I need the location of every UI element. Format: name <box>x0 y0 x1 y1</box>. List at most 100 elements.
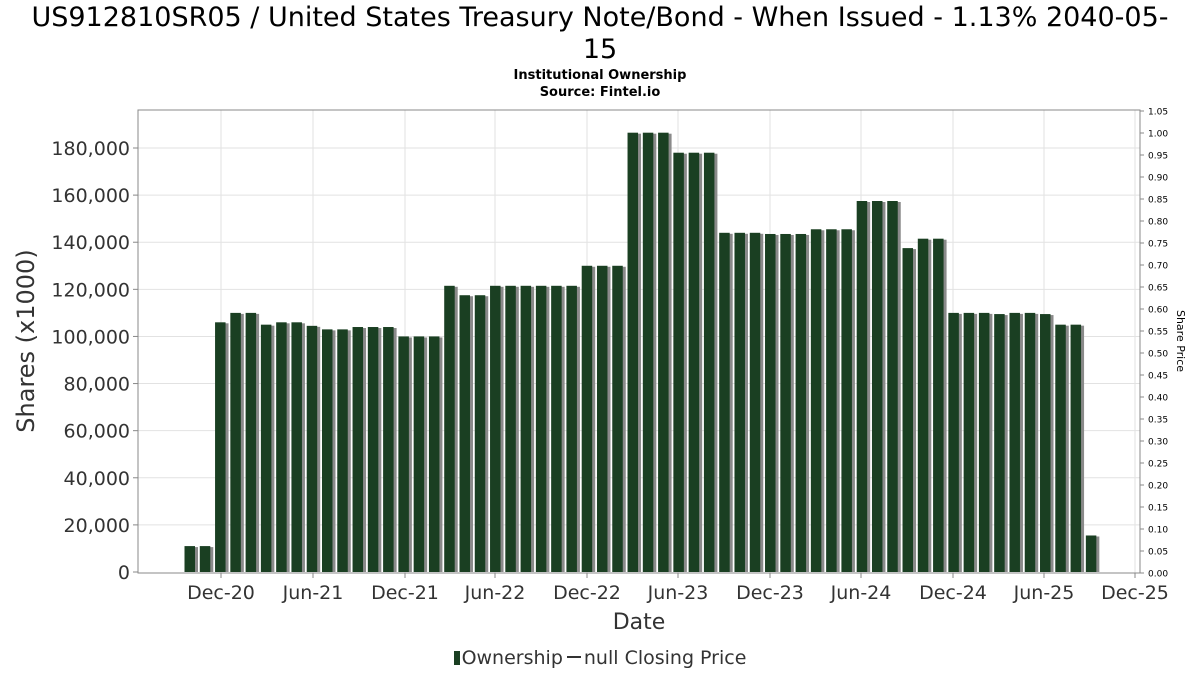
y2-tick-label: 0.95 <box>1148 152 1168 162</box>
y-tick-label: 120,000 <box>51 279 130 301</box>
bar <box>1024 312 1039 572</box>
y2-tick-label: 0.60 <box>1148 306 1168 316</box>
bar <box>535 285 550 572</box>
bar-fill <box>581 265 593 572</box>
bar-fill <box>337 329 348 572</box>
chart-title-line-2: 15 <box>582 34 618 65</box>
y2-tick-label: 0.05 <box>1148 548 1168 558</box>
bar-fill <box>596 265 608 572</box>
bar-fill <box>1085 535 1097 572</box>
x-tick-label: Jun-22 <box>464 582 526 604</box>
bar-fill <box>871 201 883 572</box>
x-tick-label: Jun-23 <box>647 582 709 604</box>
bar <box>1070 324 1085 572</box>
y2-tick-label: 0.55 <box>1148 328 1168 338</box>
bar <box>887 201 901 572</box>
bar <box>703 152 718 572</box>
bar-fill <box>810 229 822 572</box>
y2-tick-label: 0.40 <box>1148 394 1168 404</box>
y-tick-label: 80,000 <box>64 374 130 396</box>
bar <box>856 201 871 572</box>
chart-title-line-1: US912810SR05 / United States Treasury No… <box>31 2 1169 33</box>
bar-fill <box>535 285 547 572</box>
x-tick-label: Dec-20 <box>187 582 255 604</box>
bar-fill <box>1024 312 1036 572</box>
chart-title: US912810SR05 / United States Treasury No… <box>0 2 1200 66</box>
bar-fill <box>963 312 975 572</box>
bar <box>612 265 626 572</box>
y2-tick-label: 0.65 <box>1148 284 1168 294</box>
bar-fill <box>887 201 898 572</box>
bar <box>765 233 779 572</box>
bar-fill <box>383 327 394 572</box>
bar <box>642 132 657 572</box>
bar-fill <box>1055 324 1066 572</box>
bar <box>581 265 596 572</box>
bar-fill <box>780 233 791 572</box>
bar <box>321 329 336 572</box>
bar-fill <box>505 285 516 572</box>
bar-fill <box>1070 324 1082 572</box>
bar <box>444 285 458 572</box>
bar-fill <box>856 201 868 572</box>
bar-fill <box>230 312 241 572</box>
bar-fill <box>291 322 302 572</box>
y2-tick-label: 0.15 <box>1148 504 1168 514</box>
y-tick-label: 40,000 <box>64 468 130 490</box>
y2-tick-label: 1.05 <box>1148 108 1168 118</box>
bar <box>184 546 198 572</box>
bar <box>520 285 535 572</box>
x-tick-label: Dec-22 <box>553 582 621 604</box>
bar-fill <box>612 265 623 572</box>
x-tick-label: Jun-25 <box>1013 582 1075 604</box>
bar-fill <box>520 285 532 572</box>
bar <box>352 327 367 572</box>
bar <box>933 238 947 572</box>
bar <box>978 312 993 572</box>
y2-tick-label: 0.90 <box>1148 174 1168 184</box>
bar <box>428 336 443 572</box>
bar <box>627 132 642 572</box>
y-axis-label: Shares (x1000) <box>12 249 40 432</box>
bar-fill <box>642 132 654 572</box>
bar <box>490 285 504 572</box>
y-tick-label: 160,000 <box>51 185 130 207</box>
chart-subtitle: Institutional Ownership <box>513 68 687 83</box>
bar <box>871 201 886 572</box>
bar-fill <box>321 329 333 572</box>
bar <box>841 229 855 572</box>
bar <box>810 229 825 572</box>
y-tick-label: 140,000 <box>51 232 130 254</box>
bar-fill <box>673 152 684 572</box>
y-tick-label: 0 <box>118 562 130 584</box>
y-axis-ticks: 0 20,000 40,000 60,000 80,000 100,000 120,000 1… <box>51 138 138 584</box>
bar <box>367 327 382 572</box>
bar-fill <box>917 238 929 572</box>
bar <box>658 132 672 572</box>
bar-series-ownership <box>184 132 1100 573</box>
y2-tick-label: 0.75 <box>1148 240 1168 250</box>
bar <box>199 546 214 572</box>
bar-fill <box>749 232 761 573</box>
legend-price-swatch <box>566 656 581 658</box>
bar-fill <box>276 322 287 572</box>
bar <box>474 295 489 572</box>
bar-fill <box>1009 312 1020 572</box>
bar-fill <box>703 152 715 572</box>
bar <box>749 232 764 573</box>
x-tick-label: Dec-21 <box>371 582 439 604</box>
bar-fill <box>306 325 318 572</box>
bar <box>215 322 229 572</box>
bar <box>780 233 794 572</box>
bar <box>260 324 275 572</box>
y2-axis-label: Share Price <box>1174 310 1187 372</box>
x-axis-label: Date <box>613 610 666 635</box>
y2-tick-label: 0.25 <box>1148 460 1168 470</box>
y-tick-label: 100,000 <box>51 326 130 348</box>
bar-fill <box>398 336 409 572</box>
bar <box>688 152 703 572</box>
bar <box>291 322 305 572</box>
bar-fill <box>184 546 195 572</box>
bar-fill <box>490 285 501 572</box>
bar-fill <box>734 232 745 573</box>
